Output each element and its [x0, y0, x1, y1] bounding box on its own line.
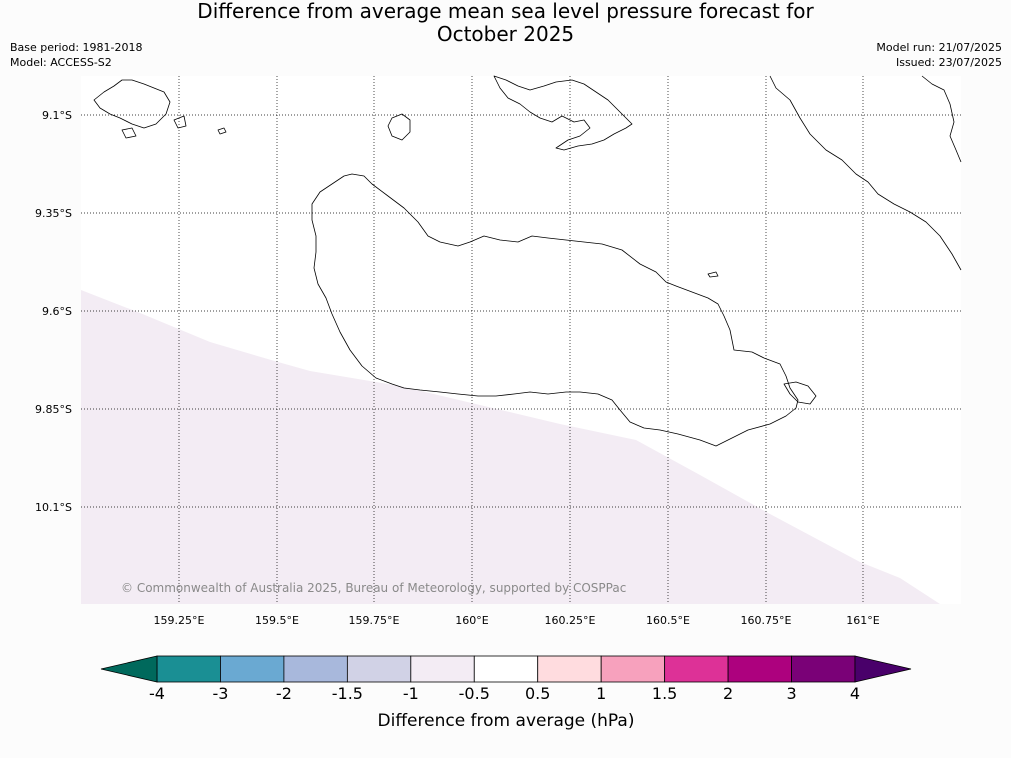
lon-label-159-5: 159.5°E	[255, 614, 299, 627]
lat-label-9-6: 9.6°S	[42, 305, 72, 318]
coastline-florida-islands	[493, 75, 633, 151]
colorbar-title: Difference from average (hPa)	[378, 711, 635, 731]
colorbar-tick-label: 4	[850, 684, 860, 703]
copyright-text: © Commonwealth of Australia 2025, Bureau…	[121, 581, 626, 595]
lat-label-10-1: 10.1°S	[35, 501, 72, 514]
model-name-text: Model: ACCESS-S2	[10, 56, 112, 69]
longitude-labels: 159.25°E 159.5°E 159.75°E 160°E 160.25°E…	[154, 614, 880, 627]
colorbar-segment	[220, 655, 285, 683]
issued-date: Issued: 23/07/2025	[895, 56, 1002, 69]
colorbar-tick-label: 2	[723, 684, 733, 703]
map-title-line-1: Difference from average mean sea level p…	[197, 0, 814, 23]
colorbar-segment	[727, 655, 792, 683]
map-title: Difference from average mean sea level p…	[0, 0, 1011, 46]
lon-label-160-25: 160.25°E	[545, 614, 596, 627]
lon-label-159-75: 159.75°E	[349, 614, 400, 627]
anomaly-shaded-region	[81, 290, 940, 604]
coastline-main-island	[311, 173, 799, 447]
model-info: Base period: 1981-2018 Model: ACCESS-S2	[10, 40, 142, 70]
colorbar-tick-label: 0.5	[525, 684, 550, 703]
colorbar-segments	[156, 655, 856, 683]
colorbar-segment	[156, 655, 221, 683]
colorbar-segment	[791, 655, 856, 683]
latitude-labels: 9.1°S 9.35°S 9.6°S 9.85°S 10.1°S	[35, 109, 72, 514]
coastlines	[93, 75, 962, 447]
colorbar-tick-label: -3	[212, 684, 228, 703]
lat-label-9-35: 9.35°S	[35, 207, 72, 220]
base-period-text: Base period: 1981-2018	[10, 41, 143, 54]
lon-label-159-25: 159.25°E	[154, 614, 205, 627]
colorbar-segment	[600, 655, 666, 683]
lat-label-9-1: 9.1°S	[42, 109, 72, 122]
colorbar-tick-label: 1	[596, 684, 606, 703]
lat-label-9-85: 9.85°S	[35, 403, 72, 416]
colorbar-segment	[283, 655, 348, 683]
coastline-nw-islands	[93, 79, 171, 129]
colorbar-tick-label: -2	[276, 684, 292, 703]
colorbar-tick-label: -0.5	[459, 684, 490, 703]
colorbar-tick-label: -4	[149, 684, 165, 703]
colorbar-extend-low	[100, 655, 158, 683]
colorbar-segment	[346, 655, 412, 683]
colorbar-segment	[664, 655, 729, 683]
lon-label-161: 161°E	[846, 614, 879, 627]
colorbar-tick-label: -1.5	[332, 684, 363, 703]
colorbar-tick-labels: -4 -3 -2 -1.5 -1 -0.5 0.5 1 1.5 2 3 4	[149, 684, 860, 703]
colorbar-tick-label: 1.5	[652, 684, 677, 703]
colorbar-tick-label: -1	[403, 684, 419, 703]
coastline-ne-coast	[769, 75, 962, 271]
colorbar-segment	[473, 655, 539, 683]
model-run-date: Model run: 21/07/2025	[876, 41, 1002, 54]
colorbar-segment	[537, 655, 602, 683]
lon-label-160: 160°E	[455, 614, 488, 627]
colorbar-extend-high	[854, 655, 912, 683]
lon-label-160-75: 160.75°E	[741, 614, 792, 627]
map-panel: 9.1°S 9.35°S 9.6°S 9.85°S 10.1°S 159.25°…	[35, 75, 962, 627]
coastline-small-islet	[387, 113, 411, 141]
colorbar-segment	[410, 655, 475, 683]
map-gridlines	[81, 76, 961, 604]
lon-label-160-5: 160.5°E	[646, 614, 690, 627]
coastline-east-islets	[783, 381, 817, 405]
colorbar-tick-label: 3	[786, 684, 796, 703]
run-info: Model run: 21/07/2025 Issued: 23/07/2025	[876, 40, 1002, 70]
map-title-line-2: October 2025	[436, 22, 575, 46]
